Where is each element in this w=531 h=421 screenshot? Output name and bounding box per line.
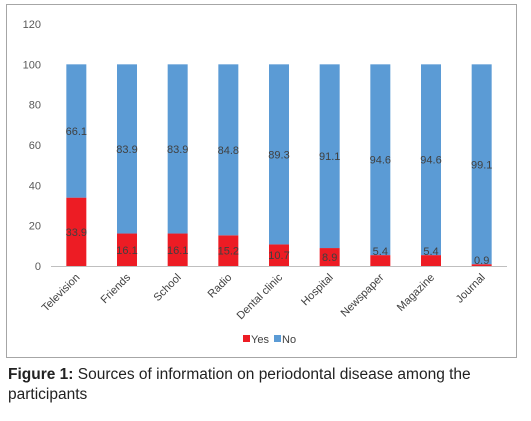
x-tick-label: Radio xyxy=(206,272,235,301)
caption-label: Figure 1: xyxy=(8,366,74,383)
data-label-yes: 16.1 xyxy=(116,245,137,257)
chart-frame: 0 20 40 60 80 100 120 Television Friends School Ra… xyxy=(6,4,517,358)
x-tick-label: Magazine xyxy=(395,272,437,314)
y-tick-label: 80 xyxy=(29,100,41,112)
caption-text: Sources of information on periodontal di… xyxy=(8,366,471,403)
x-tick-label: Television xyxy=(40,272,83,315)
data-label-yes: 15.2 xyxy=(218,246,239,258)
bar-yes-friends xyxy=(117,233,137,266)
bar-no-magazine xyxy=(421,64,441,256)
bar-yes-newspaper xyxy=(370,255,391,266)
data-label-yes: 16.1 xyxy=(167,245,188,257)
figure-caption: Figure 1: Sources of information on peri… xyxy=(8,365,523,405)
data-label-yes: 10.7 xyxy=(268,250,289,262)
bar-yes-dental-clinic xyxy=(269,244,289,266)
bar-no-newspaper xyxy=(370,64,391,256)
bar-no-dental-clinic xyxy=(269,64,289,245)
x-tick-label: Hospital xyxy=(299,272,336,309)
stacked-bar-chart: 0 20 40 60 80 100 120 Television Friends School Ra… xyxy=(23,19,507,346)
bar-no-television xyxy=(66,64,87,198)
data-label-yes: 33.9 xyxy=(66,227,87,239)
x-tick-label: School xyxy=(152,272,184,304)
y-tick-label: 0 xyxy=(35,261,41,273)
legend-label-yes: Yes xyxy=(251,334,269,346)
data-label-yes: 5.4 xyxy=(423,246,438,258)
bar-yes-magazine xyxy=(421,255,441,266)
data-label-no: 94.6 xyxy=(420,155,441,167)
x-tick-label: Friends xyxy=(99,271,134,306)
y-tick-label: 120 xyxy=(23,19,41,31)
data-label-no: 83.9 xyxy=(167,144,188,156)
x-tick-label: Newspaper xyxy=(339,271,387,319)
data-label-yes: 5.4 xyxy=(373,246,388,258)
bar-yes-school xyxy=(167,233,188,266)
data-label-no: 66.1 xyxy=(66,126,87,138)
y-tick-label: 60 xyxy=(29,140,41,152)
y-tick-label: 100 xyxy=(23,59,41,71)
data-label-no: 99.1 xyxy=(471,159,492,171)
x-tick-label: Journal xyxy=(454,272,488,306)
y-tick-label: 20 xyxy=(29,221,41,233)
bar-yes-radio xyxy=(218,235,239,266)
data-label-no: 84.8 xyxy=(218,145,239,157)
bar-yes-hospital xyxy=(319,248,340,266)
x-tick-label: Dental clinic xyxy=(235,271,286,322)
bar-yes-television xyxy=(66,197,87,266)
data-label-no: 83.9 xyxy=(116,144,137,156)
data-label-no: 94.6 xyxy=(370,155,391,167)
bar-no-friends xyxy=(117,64,137,234)
data-label-yes: 0.9 xyxy=(474,255,489,267)
data-label-yes: 8.9 xyxy=(322,252,337,264)
bar-no-hospital xyxy=(319,64,340,249)
bar-no-radio xyxy=(218,64,239,236)
bar-no-school xyxy=(167,64,188,234)
data-label-no: 91.1 xyxy=(319,151,340,163)
y-tick-label: 40 xyxy=(29,180,41,192)
data-label-no: 89.3 xyxy=(268,149,289,161)
legend-swatch-no xyxy=(274,335,281,342)
bar-no-journal xyxy=(471,64,492,265)
legend-swatch-yes xyxy=(243,335,250,342)
bar-yes-journal xyxy=(471,264,492,266)
legend-label-no: No xyxy=(282,334,296,346)
